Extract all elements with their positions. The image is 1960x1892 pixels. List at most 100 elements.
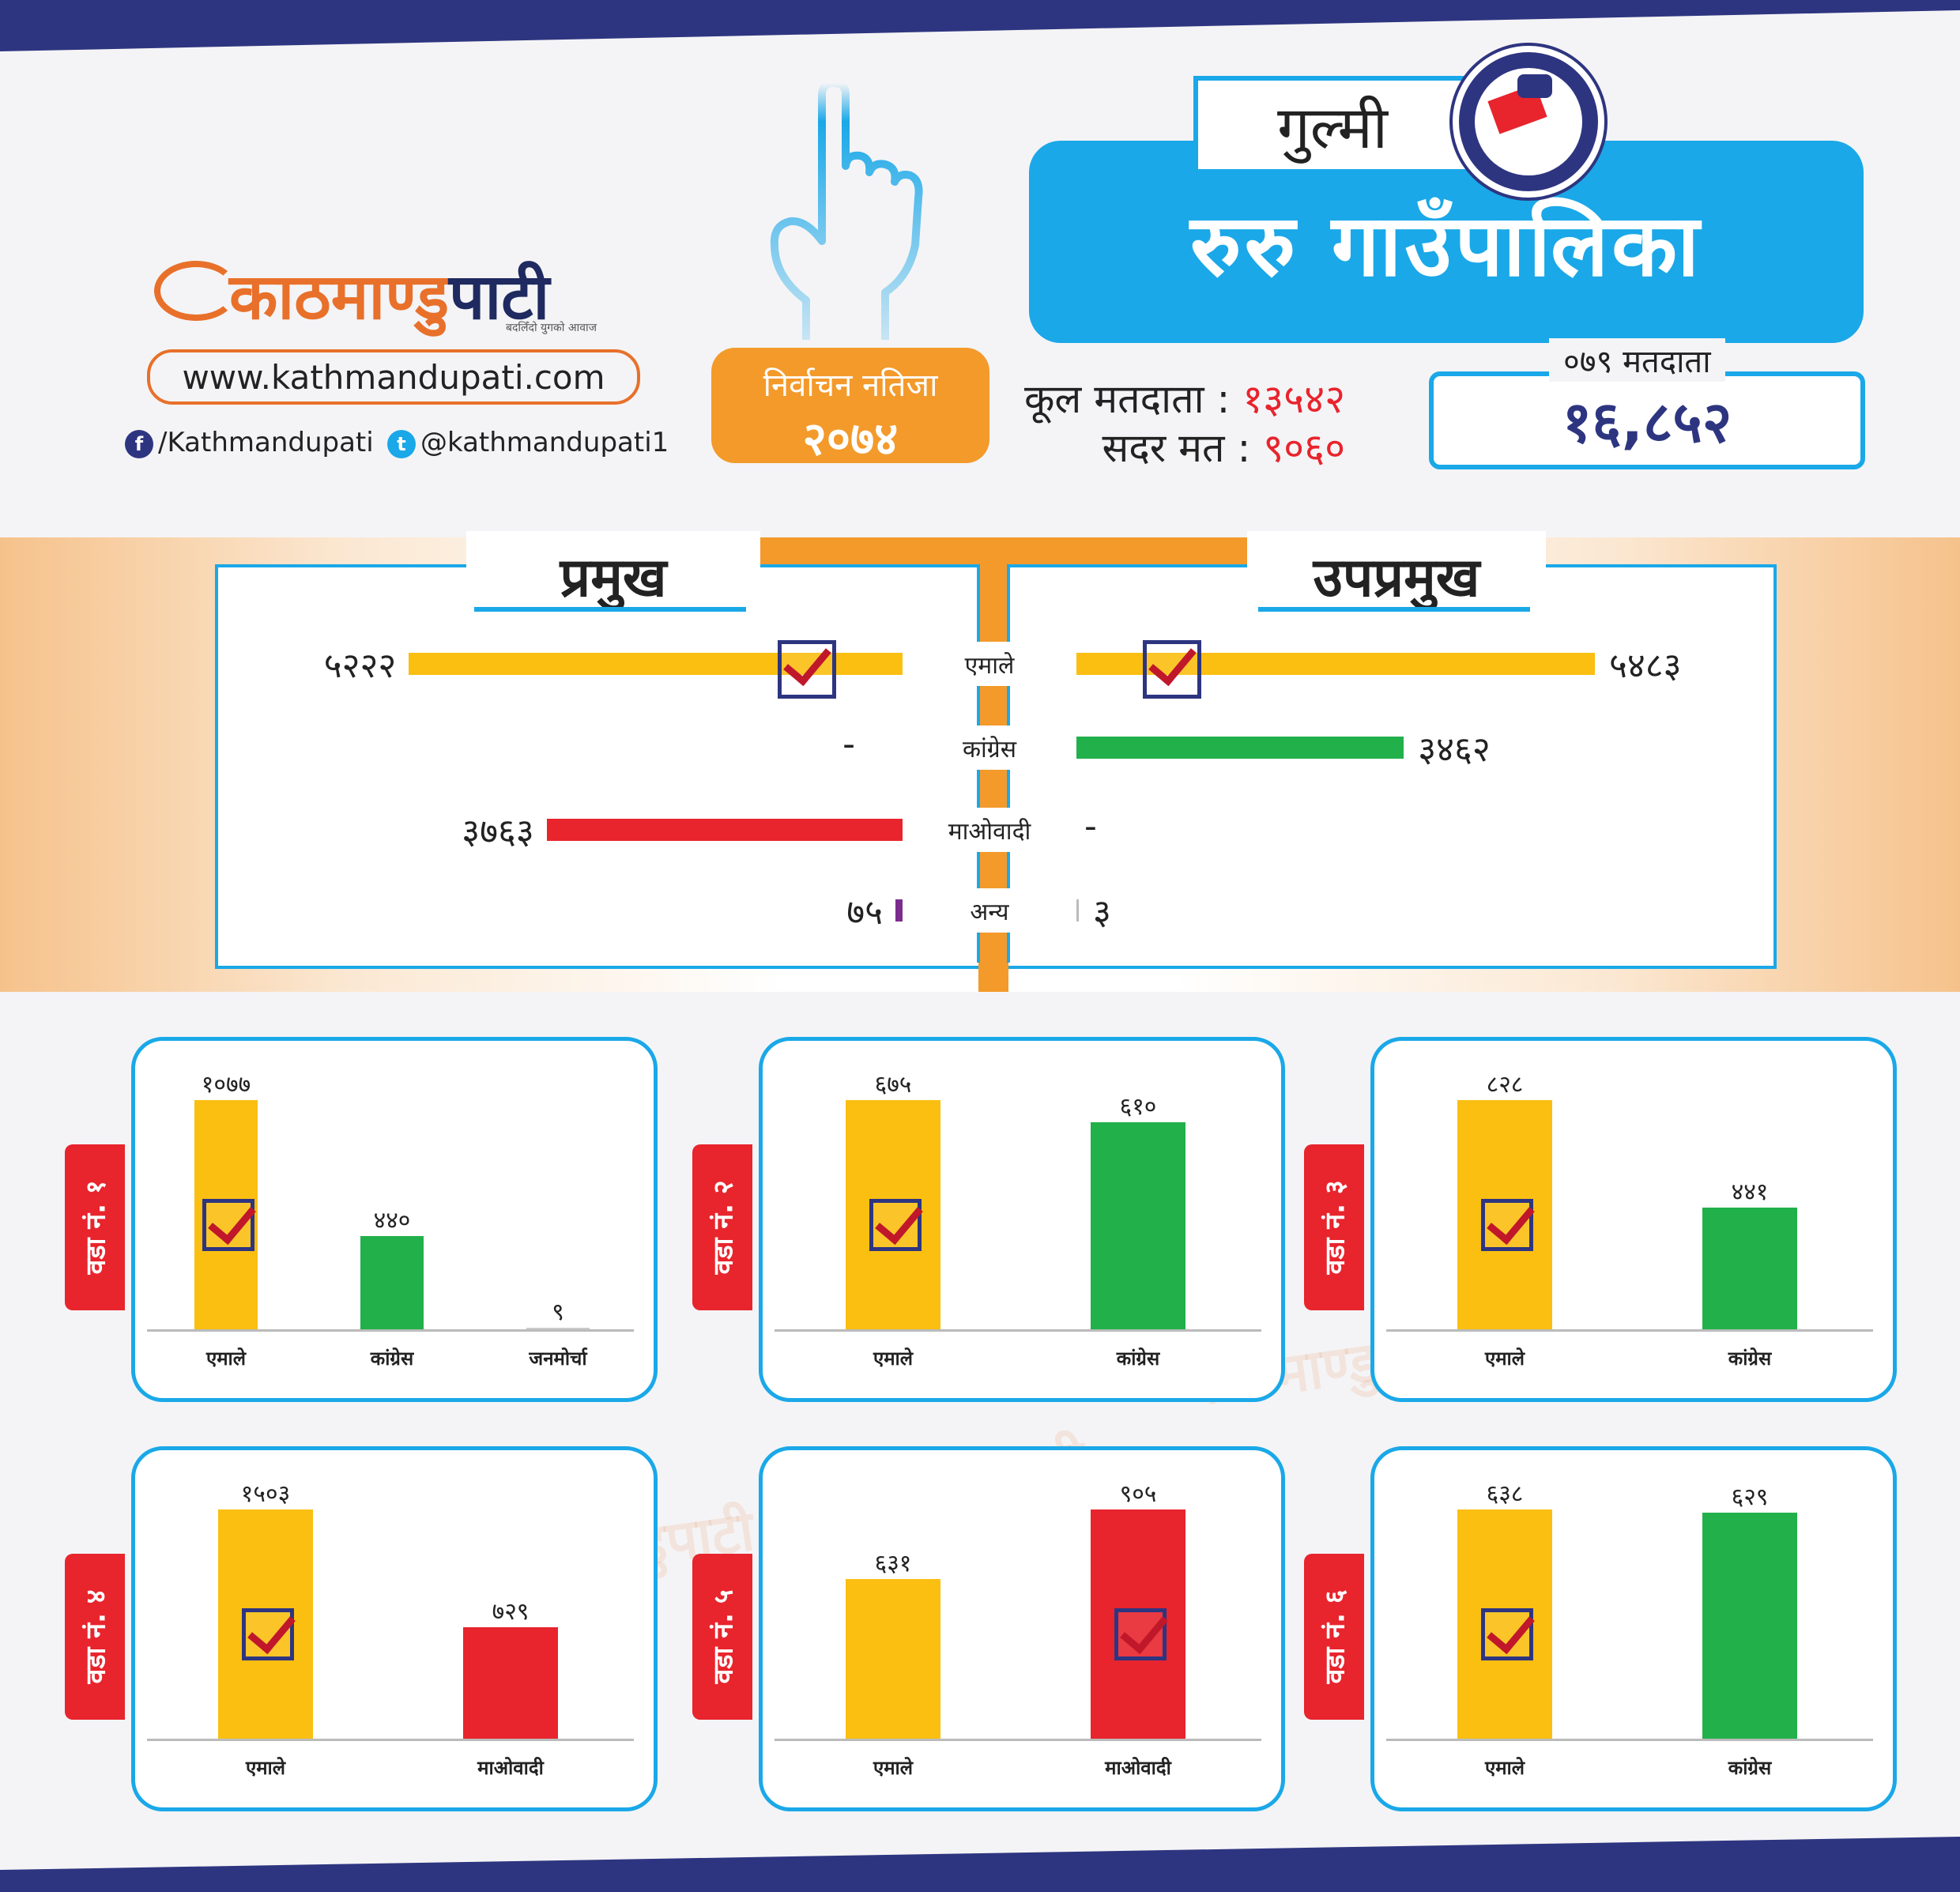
ward-category-label: जनमोर्चा — [529, 1347, 587, 1370]
total-voters-value: १३५४२ — [1242, 376, 1346, 422]
ward-axis — [1386, 1329, 1873, 1332]
facebook-link[interactable]: f/Kathmandupati — [125, 427, 374, 458]
ward-category-label: माओवादी — [1105, 1757, 1171, 1779]
chief-value: ७५ — [846, 892, 884, 933]
ward-category-label: एमाले — [205, 1347, 247, 1370]
ward-bar — [360, 1235, 424, 1329]
ward-bar-value: ७२९ — [492, 1598, 530, 1626]
ward-bar — [463, 1627, 558, 1739]
ward-bar-value: ९ — [552, 1298, 564, 1326]
valid-votes-value: ९०६० — [1263, 425, 1346, 471]
winner-check-icon — [1481, 1608, 1533, 1660]
ward-label: वडा नं. १ — [81, 1180, 113, 1275]
voters-2079-label: ०७९ मतदाता — [1549, 338, 1725, 382]
ward-category-label: कांग्रेस — [370, 1347, 414, 1370]
ward-label: वडा नं. ६ — [1320, 1589, 1352, 1684]
party-label: माओवादी — [939, 808, 1040, 852]
ward-category-label: एमाले — [873, 1757, 914, 1779]
chief-title: प्रमुख — [466, 531, 760, 618]
ward-category-label: माओवादी — [477, 1757, 544, 1779]
ward-bar-value: ६३१ — [874, 1549, 912, 1577]
chief-value: ५२२२ — [323, 646, 397, 686]
ward-bar-value: ६१० — [1119, 1092, 1157, 1121]
total-voters-label: कूल मतदाता — [1024, 376, 1204, 422]
ward-axis — [147, 1329, 634, 1332]
twitter-link[interactable]: t @kathmandupati1 — [387, 427, 669, 458]
ward-label: वडा नं. २ — [708, 1180, 741, 1275]
ward-category-label: कांग्रेस — [1728, 1347, 1772, 1370]
ward-label-tab: वडा नं. २ — [692, 1144, 752, 1310]
chief-title-underline — [474, 607, 746, 612]
ward-bar-value: ९०५ — [1119, 1480, 1157, 1508]
ward-axis — [1386, 1739, 1873, 1741]
ward-bar — [1091, 1121, 1185, 1329]
bottom-band — [0, 1837, 1960, 1892]
facebook-icon: f — [125, 429, 153, 458]
ward-label-tab: वडा नं. ३ — [1304, 1144, 1364, 1310]
winner-check-icon — [1481, 1199, 1533, 1251]
top-band — [0, 0, 1960, 51]
deputy-bar — [1076, 899, 1079, 922]
ward-bar-value: १५०३ — [240, 1480, 291, 1508]
deputy-value: - — [1084, 806, 1097, 846]
deputy-value: ५४८३ — [1609, 646, 1682, 686]
voter-stats: कूल मतदाता : १३५४२ सदर मत : ९०६० — [1024, 376, 1346, 471]
voting-finger-icon — [770, 79, 923, 340]
ward-axis — [775, 1739, 1261, 1741]
ward-label-tab: वडा नं. ४ — [65, 1554, 125, 1720]
twitter-handle: @kathmandupati1 — [420, 427, 669, 458]
chief-bar — [895, 899, 903, 922]
valid-votes-label: सदर मत — [1102, 425, 1225, 471]
municipality-title: रुरु गाउँपालिका — [1029, 141, 1864, 343]
ward-category-label: कांग्रेस — [1728, 1757, 1772, 1779]
website-link[interactable]: www.kathmandupati.com — [147, 349, 640, 405]
brand-name-part1: काठमाण्डु — [229, 260, 449, 334]
ward-bar-value: ६७५ — [874, 1071, 912, 1099]
winner-check-icon — [869, 1199, 922, 1251]
brand-logo: काठमाण्डुपाटी — [229, 251, 549, 337]
ward-category-label: एमाले — [245, 1757, 286, 1779]
ward-label: वडा नं. ४ — [81, 1589, 113, 1684]
ward-category-label: एमाले — [1484, 1757, 1525, 1779]
party-label: एमाले — [939, 642, 1040, 686]
winner-check-icon — [202, 1199, 254, 1251]
brand-tagline: बदलिँदो युगको आवाज — [506, 322, 597, 334]
ballot-box-icon — [1453, 46, 1604, 198]
winner-check-icon — [1114, 1608, 1167, 1660]
ward-bar — [1702, 1207, 1797, 1329]
deputy-title-underline — [1258, 607, 1530, 612]
ward-axis — [147, 1739, 634, 1741]
deputy-bar — [1076, 737, 1404, 759]
ward-category-label: कांग्रेस — [1116, 1347, 1160, 1370]
connector-bar — [759, 537, 1249, 564]
election-label: निर्वाचन नतिजा — [763, 367, 938, 404]
deputy-value: ३४६२ — [1418, 729, 1491, 770]
party-label: कांग्रेस — [939, 726, 1040, 770]
ward-category-label: एमाले — [1484, 1347, 1525, 1370]
election-year: २०७४ — [802, 412, 899, 465]
chief-bar — [546, 819, 903, 841]
ward-bar-value: ६२९ — [1731, 1483, 1769, 1512]
district-title: गुल्मी — [1193, 76, 1472, 174]
ward-bar — [1702, 1513, 1797, 1739]
brand-name-part2: पाटी — [449, 260, 550, 334]
ward-label-tab: वडा नं. ५ — [692, 1554, 752, 1720]
twitter-icon: t — [387, 429, 416, 458]
deputy-value: ३ — [1093, 892, 1111, 933]
ward-bar — [846, 1578, 940, 1739]
election-result-badge: निर्वाचन नतिजा २०७४ — [711, 348, 989, 465]
voters-2079-box: १६,८५२ — [1429, 371, 1865, 469]
deputy-title: उपप्रमुख — [1247, 531, 1546, 618]
facebook-handle: /Kathmandupati — [158, 427, 374, 458]
winner-check-icon — [242, 1608, 294, 1660]
ward-label: वडा नं. ३ — [1320, 1180, 1352, 1275]
ward-category-label: एमाले — [873, 1347, 914, 1370]
ward-bar — [526, 1327, 590, 1329]
chief-value: ३७६३ — [462, 812, 534, 852]
winner-check-icon — [778, 640, 836, 699]
winner-check-icon — [1143, 640, 1201, 699]
ward-label-tab: वडा नं. ६ — [1304, 1554, 1364, 1720]
party-label: अन्य — [939, 888, 1040, 933]
ward-label-tab: वडा नं. १ — [65, 1144, 125, 1310]
chief-value: - — [842, 724, 855, 764]
